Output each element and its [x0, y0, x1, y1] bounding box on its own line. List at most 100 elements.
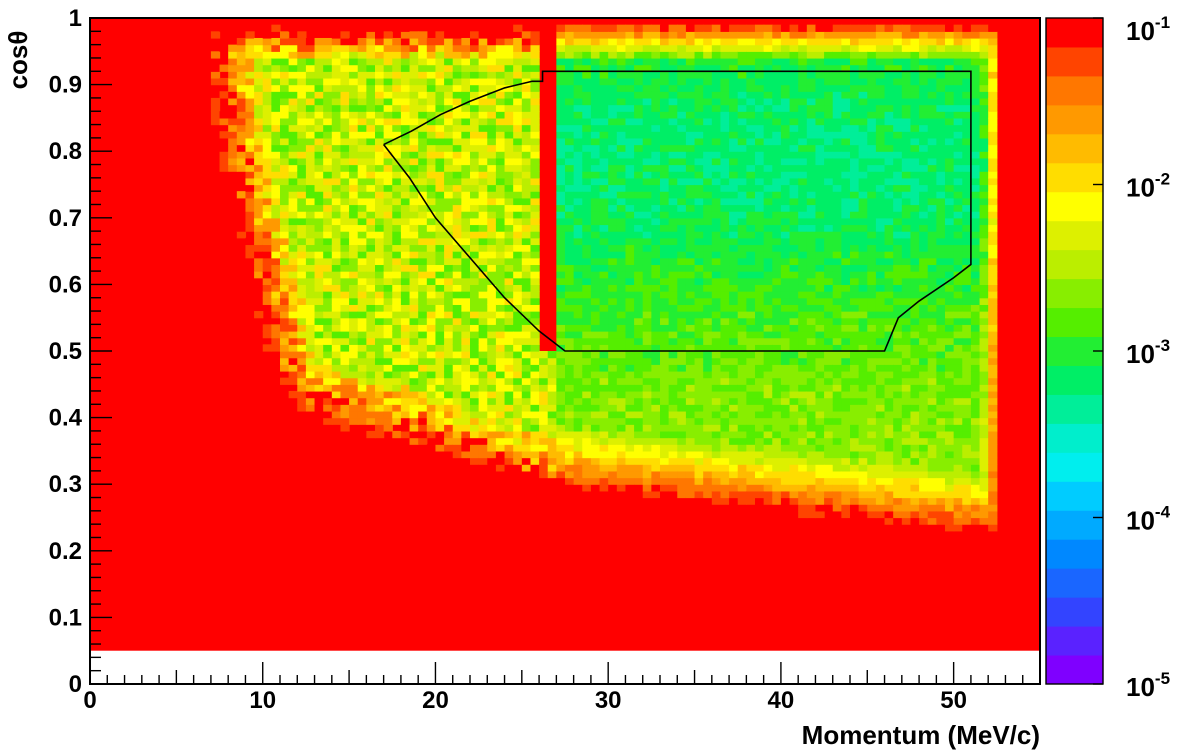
heatmap-cell: [513, 344, 523, 352]
heatmap-cell: [392, 64, 402, 72]
heatmap-cell: [331, 177, 342, 186]
heatmap-cell: [297, 231, 307, 239]
heatmap-cell: [694, 357, 704, 365]
heatmap-cell: [444, 164, 454, 172]
heatmap-cell: [305, 191, 316, 199]
heatmap-cell: [530, 430, 540, 439]
heatmap-cell: [694, 377, 704, 385]
heatmap-cell: [858, 151, 868, 159]
heatmap-cell: [331, 377, 342, 385]
heatmap-cell: [867, 370, 877, 379]
heatmap-cell: [832, 317, 842, 325]
heatmap-cell: [366, 364, 376, 372]
heatmap-cell: [305, 184, 316, 192]
heatmap-cell: [746, 297, 756, 305]
heatmap-cell: [495, 157, 506, 166]
heatmap-cell: [435, 324, 445, 332]
heatmap-cell: [495, 257, 506, 266]
heatmap-cell: [858, 324, 868, 332]
heatmap-cell: [565, 71, 575, 79]
heatmap-cell: [685, 204, 696, 212]
heatmap-cell: [660, 364, 670, 372]
heatmap-cell: [582, 124, 592, 132]
heatmap-cell: [573, 91, 583, 99]
heatmap-cell: [478, 264, 488, 272]
heatmap-cell: [314, 44, 324, 52]
heatmap-cell: [323, 64, 333, 72]
heatmap-cell: [487, 137, 497, 146]
heatmap-cell: [262, 344, 272, 352]
heatmap-cell: [530, 31, 540, 39]
heatmap-cell: [573, 377, 583, 385]
heatmap-cell: [642, 111, 652, 119]
heatmap-cell: [366, 197, 376, 206]
heatmap-cell: [780, 111, 791, 119]
heatmap-cell: [789, 337, 799, 345]
heatmap-cell: [556, 377, 566, 385]
heatmap-cell: [703, 264, 713, 272]
heatmap-cell: [288, 124, 298, 132]
heatmap-cell: [513, 351, 523, 359]
heatmap-cell: [280, 297, 290, 305]
heatmap-cell: [634, 311, 644, 319]
heatmap-cell: [668, 490, 678, 499]
heatmap-cell: [798, 357, 808, 365]
heatmap-cell: [798, 164, 808, 172]
heatmap-cell: [875, 257, 886, 266]
heatmap-cell: [280, 124, 290, 132]
heatmap-cell: [841, 311, 851, 319]
heatmap-cell: [668, 304, 678, 312]
heatmap-cell: [521, 104, 532, 112]
heatmap-cell: [867, 337, 877, 345]
heatmap-cell: [625, 57, 635, 66]
heatmap-cell: [565, 424, 575, 432]
heatmap-cell: [651, 217, 661, 226]
heatmap-cell: [262, 51, 272, 59]
heatmap-cell: [461, 211, 471, 219]
heatmap-cell: [858, 77, 868, 86]
heatmap-cell: [599, 244, 609, 252]
heatmap-cell: [668, 370, 678, 379]
heatmap-cell: [409, 390, 419, 399]
heatmap-cell: [668, 331, 678, 339]
heatmap-cell: [418, 217, 428, 226]
heatmap-cell: [694, 370, 704, 379]
heatmap-cell: [780, 44, 791, 52]
heatmap-cell: [400, 397, 411, 405]
heatmap-cell: [893, 504, 903, 512]
heatmap-cell: [452, 117, 462, 126]
heatmap-cell: [599, 357, 609, 365]
heatmap-cell: [599, 31, 609, 39]
heatmap-cell: [875, 510, 886, 519]
heatmap-cell: [590, 364, 601, 372]
heatmap-cell: [565, 410, 575, 419]
heatmap-cell: [642, 104, 652, 112]
heatmap-cell: [280, 377, 290, 385]
heatmap-cell: [254, 151, 264, 159]
heatmap-cell: [504, 177, 514, 186]
heatmap-cell: [590, 277, 601, 285]
heatmap-cell: [806, 417, 817, 425]
heatmap-cell: [504, 211, 514, 219]
heatmap-cell: [772, 231, 782, 239]
heatmap-cell: [616, 124, 627, 132]
heatmap-cell: [288, 44, 298, 52]
heatmap-cell: [452, 450, 462, 459]
heatmap-cell: [271, 44, 281, 52]
heatmap-cell: [815, 317, 825, 325]
heatmap-cell: [694, 311, 704, 319]
heatmap-cell: [780, 284, 791, 292]
heatmap-cell: [435, 237, 445, 246]
heatmap-cell: [737, 317, 747, 325]
heatmap-cell: [573, 77, 583, 86]
heatmap-cell: [780, 224, 791, 232]
heatmap-cell: [418, 184, 428, 192]
heatmap-cell: [556, 304, 566, 312]
heatmap-cell: [850, 291, 860, 299]
heatmap-cell: [280, 291, 290, 299]
heatmap-cell: [677, 337, 687, 345]
heatmap-cell: [668, 37, 678, 46]
heatmap-cell: [375, 237, 385, 246]
heatmap-cell: [685, 390, 696, 399]
heatmap-cell: [530, 384, 540, 392]
